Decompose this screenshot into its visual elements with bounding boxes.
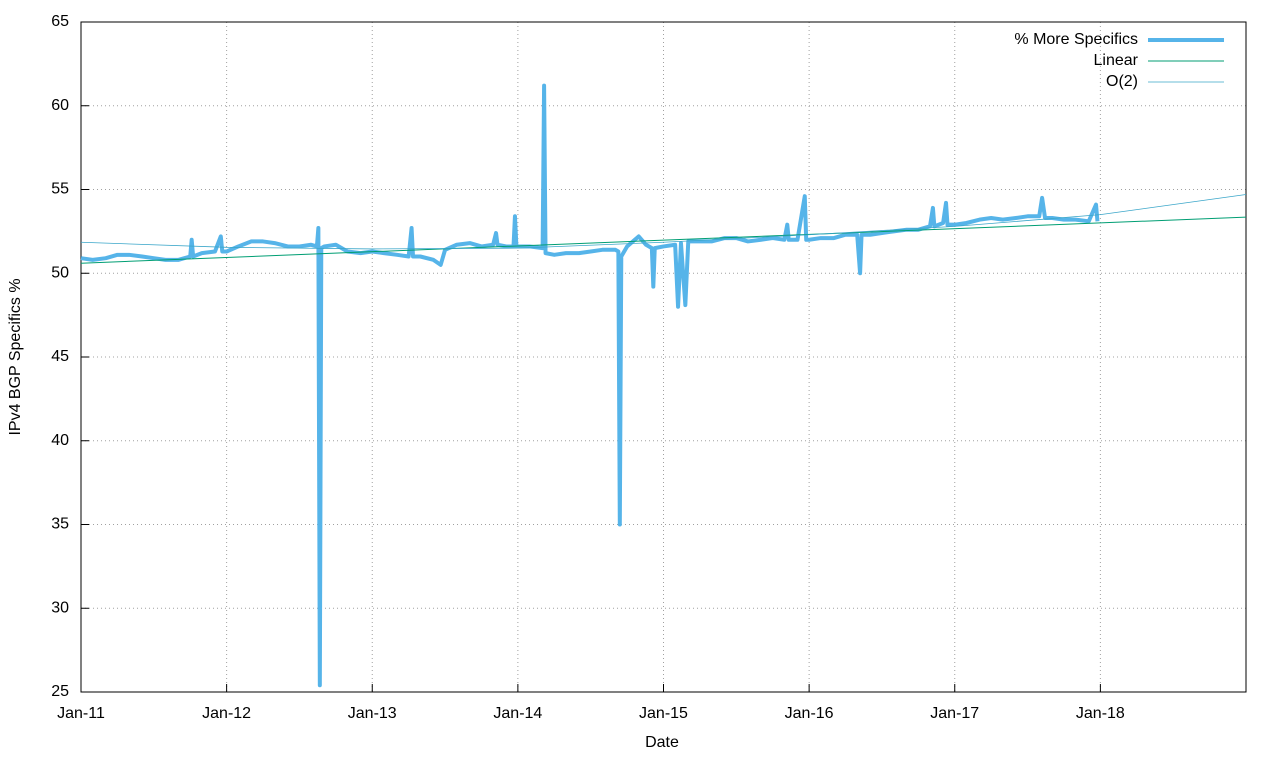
x-tick-label: Jan-16: [785, 705, 834, 722]
y-tick-label: 50: [51, 264, 69, 281]
x-tick-label: Jan-13: [348, 705, 397, 722]
y-tick-label: 45: [51, 348, 69, 365]
y-axis-label: IPv4 BGP Specifics %: [7, 278, 24, 435]
x-tick-label: Jan-11: [57, 705, 105, 722]
legend-label: % More Specifics: [1014, 31, 1138, 48]
y-tick-label: 55: [51, 181, 69, 198]
series-line: [80, 216, 1247, 264]
x-tick-label: Jan-12: [202, 705, 251, 722]
x-tick-label: Jan-15: [639, 705, 688, 722]
x-axis-label: Date: [645, 734, 679, 751]
y-tick-label: 40: [51, 432, 69, 449]
x-tick-label: Jan-18: [1076, 705, 1125, 722]
plot-frame: [80, 21, 1247, 693]
legend-label: O(2): [1106, 73, 1138, 90]
series-line: [80, 194, 1247, 250]
y-tick-label: 65: [51, 13, 69, 30]
series-line: [80, 83, 1100, 688]
y-tick-label: 25: [51, 683, 69, 700]
y-tick-label: 30: [51, 599, 69, 616]
y-tick-label: 35: [51, 516, 69, 533]
x-tick-label: Jan-17: [930, 705, 979, 722]
x-tick-label: Jan-14: [493, 705, 542, 722]
legend-label: Linear: [1094, 52, 1139, 69]
y-tick-label: 60: [51, 97, 69, 114]
